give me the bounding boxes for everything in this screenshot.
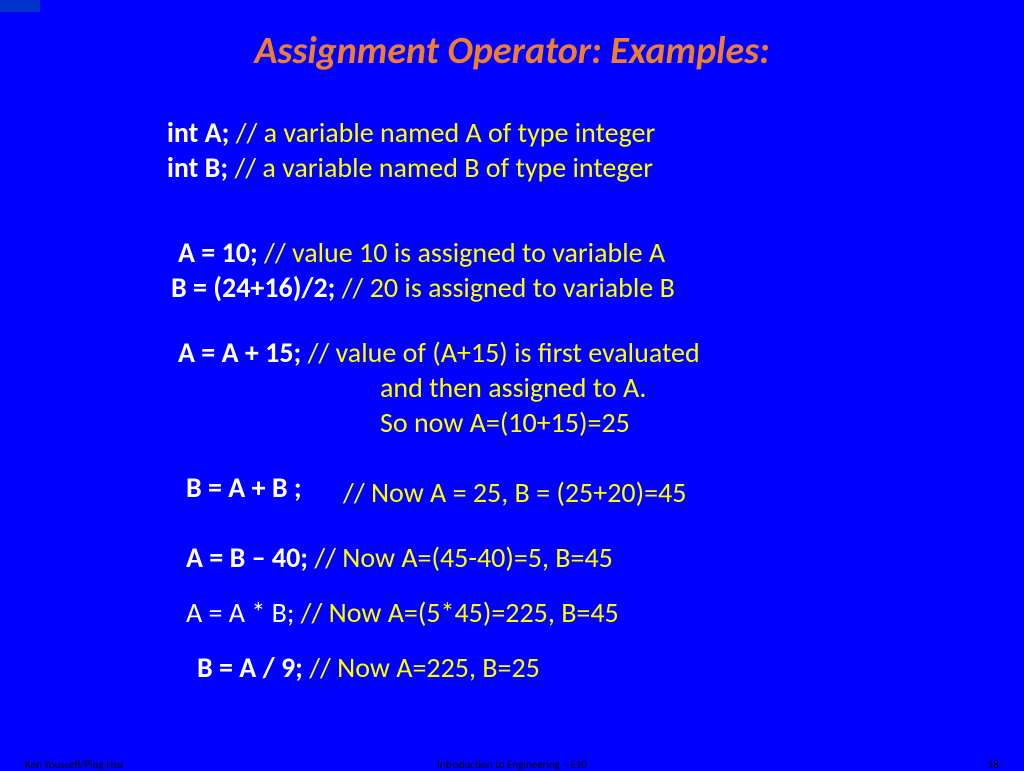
ex1-comment: // value 10 is assigned to variable A (264, 235, 665, 270)
ex5-code: A = B – 40; (186, 540, 314, 575)
ex7-comment: // Now A=225, B=25 (309, 650, 540, 685)
footer-page-number: 18 (988, 758, 999, 771)
ex4-code: B = A + B ; (186, 470, 302, 505)
ex6-code: A = A * B; (186, 595, 301, 630)
ex5-comment: // Now A=(45-40)=5, B=45 (314, 540, 613, 575)
example-4: B = A + B ; (186, 470, 302, 505)
ex6-comment: // Now A=(5*45)=225, B=45 (301, 595, 619, 630)
example-7: B = A / 9; // Now A=225, B=25 (197, 650, 540, 685)
declaration-1: int A; // a variable named A of type int… (167, 115, 655, 150)
example-3-line1: A = A + 15; // value of (A+15) is first … (178, 335, 700, 370)
ex7-code: B = A / 9; (197, 650, 309, 685)
top-accent (0, 0, 40, 12)
declaration-2: int B; // a variable named B of type int… (167, 150, 653, 185)
example-4-comment: // Now A = 25, B = (25+20)=45 (343, 475, 686, 510)
ex3-code: A = A + 15; (178, 335, 308, 370)
slide: Assignment Operator: Examples: int A; //… (0, 0, 1024, 768)
example-6: A = A * B; // Now A=(5*45)=225, B=45 (186, 595, 619, 630)
ex3-comment-a: // value of (A+15) is first evaluated (308, 335, 700, 370)
example-5: A = B – 40; // Now A=(45-40)=5, B=45 (186, 540, 613, 575)
ex2-code: B = (24+16)/2; (171, 270, 342, 305)
ex2-comment: // 20 is assigned to variable B (342, 270, 675, 305)
ex1-code: A = 10; (178, 235, 264, 270)
decl1-comment: // a variable named A of type integer (236, 115, 656, 150)
decl1-code: int A; (167, 115, 236, 150)
slide-title: Assignment Operator: Examples: (0, 28, 1024, 74)
example-3-line2: and then assigned to A. (380, 370, 646, 405)
decl2-comment: // a variable named B of type integer (234, 150, 653, 185)
decl2-code: int B; (167, 150, 234, 185)
ex3-comment-b: and then assigned to A. (380, 370, 646, 405)
ex3-comment-c: So now A=(10+15)=25 (380, 405, 630, 440)
footer-course: Introduction to Engineering – E10 (0, 758, 1024, 771)
ex4-comment-text: // Now A = 25, B = (25+20)=45 (343, 475, 686, 510)
example-3-line3: So now A=(10+15)=25 (380, 405, 630, 440)
example-1: A = 10; // value 10 is assigned to varia… (178, 235, 665, 270)
example-2: B = (24+16)/2; // 20 is assigned to vari… (171, 270, 675, 305)
